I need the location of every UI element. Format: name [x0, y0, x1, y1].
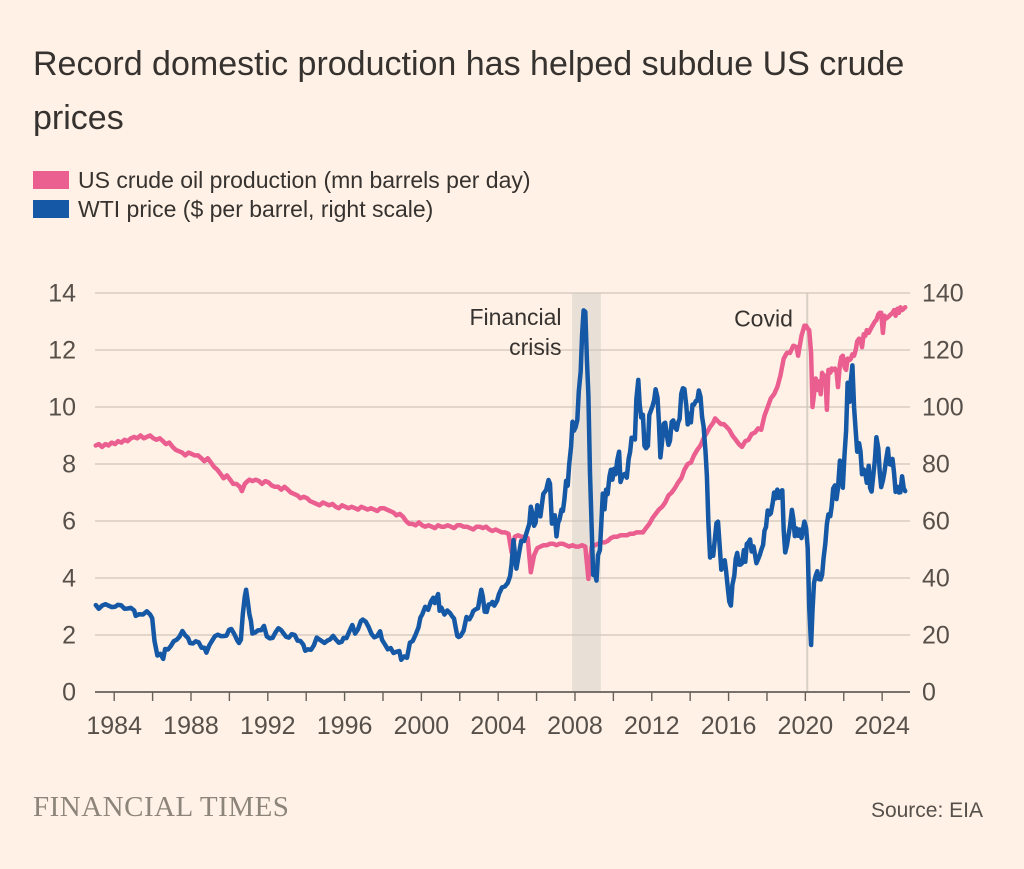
legend-item-wti: WTI price ($ per barrel, right scale)	[33, 195, 531, 223]
legend-label-wti: WTI price ($ per barrel, right scale)	[78, 195, 434, 222]
x-axis-label: 1996	[317, 712, 373, 740]
financial-times-logo: FINANCIAL TIMES	[33, 791, 290, 823]
x-axis-label: 2008	[547, 712, 603, 740]
x-axis-label: 1992	[240, 712, 296, 740]
annotation-label: Covid	[734, 306, 793, 332]
legend: US crude oil production (mn barrels per …	[33, 166, 531, 223]
production-line	[93, 305, 908, 582]
x-axis-label: 2016	[701, 712, 757, 740]
x-axis-label: 2024	[854, 712, 910, 740]
wti-price-line	[93, 308, 908, 663]
y-axis-label-left: 8	[62, 451, 76, 479]
y-axis-label-left: 12	[48, 337, 76, 365]
production-color-swatch	[33, 171, 69, 189]
y-axis-label-right: 80	[922, 451, 950, 479]
y-axis-label-right: 140	[922, 280, 964, 308]
x-axis-label: 2020	[778, 712, 834, 740]
y-axis-label-right: 0	[922, 679, 936, 707]
y-axis-label-left: 4	[62, 565, 76, 593]
y-axis-label-right: 120	[922, 337, 964, 365]
y-axis-label-left: 6	[62, 508, 76, 536]
x-axis-label: 2004	[470, 712, 526, 740]
x-axis-label: 1988	[163, 712, 219, 740]
y-axis-label-left: 14	[48, 280, 76, 308]
source-credit: Source: EIA	[870, 799, 983, 822]
annotation-label: Financial	[469, 304, 561, 330]
y-axis-label-right: 60	[922, 508, 950, 536]
annotation-label: crisis	[509, 334, 561, 360]
y-axis-label-right: 20	[922, 622, 950, 650]
y-axis-label-left: 2	[62, 622, 76, 650]
y-axis-label-left: 10	[48, 394, 76, 422]
wti-color-swatch	[33, 200, 69, 218]
y-axis-label-right: 100	[922, 394, 964, 422]
chart-title: Record domestic production has helped su…	[33, 44, 905, 138]
x-axis-label: 2000	[394, 712, 450, 740]
y-axis-label-right: 40	[922, 565, 950, 593]
legend-label-production: US crude oil production (mn barrels per …	[78, 166, 531, 193]
y-axis-label-left: 0	[62, 679, 76, 707]
x-axis-label: 2012	[624, 712, 680, 740]
x-axis-label: 1984	[86, 712, 142, 740]
legend-item-production: US crude oil production (mn barrels per …	[33, 166, 531, 194]
